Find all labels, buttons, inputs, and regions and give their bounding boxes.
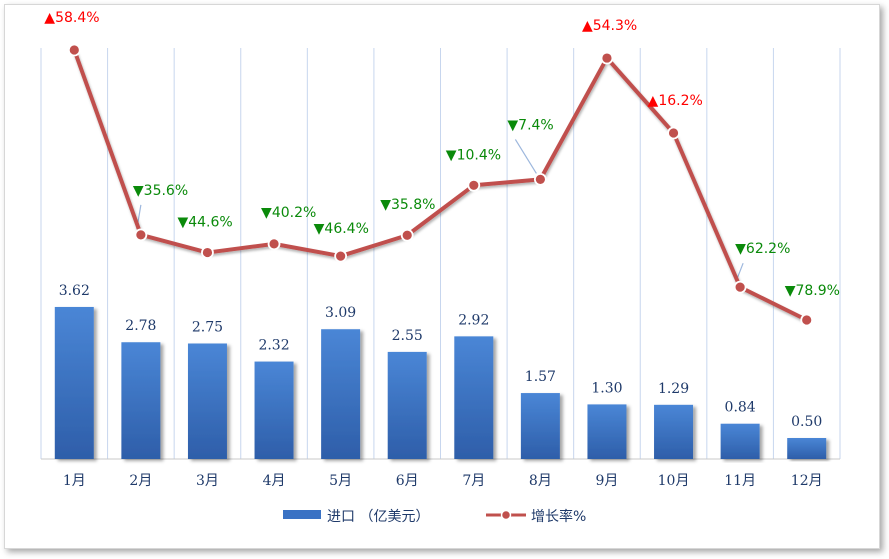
- down-triangle-icon: ▼: [261, 205, 272, 221]
- bar: [654, 404, 694, 459]
- rate-label-value: 35.6%: [144, 183, 188, 199]
- up-triangle-icon: ▲: [582, 18, 593, 34]
- x-tick-labels: 1月 2月 3月 4月 5月 6月 7月 8月 9月 10月 11月 12月: [63, 473, 823, 489]
- rate-label-value: 35.8%: [391, 197, 435, 213]
- bar: [387, 351, 427, 459]
- rate-data-labels: ▲58.4%▼35.6%▼44.6%▼40.2%▼46.4%▼35.8%▼10.…: [44, 10, 840, 299]
- bar-value-label: 1.29: [658, 381, 689, 397]
- rate-label-value: 40.2%: [272, 205, 316, 221]
- rate-label-value: 10.4%: [457, 147, 501, 163]
- bar-series: [54, 306, 827, 459]
- bar-value-label: 0.50: [791, 414, 822, 430]
- bar: [254, 361, 294, 459]
- legend-label-line: 增长率%: [531, 508, 586, 525]
- x-tick-label: 6月: [396, 473, 419, 489]
- rate-marker: [467, 178, 481, 192]
- legend-swatch-marker: [500, 509, 512, 521]
- rate-marker: [334, 249, 348, 263]
- rate-marker: [134, 228, 148, 242]
- rate-label: ▼46.4%: [314, 221, 369, 237]
- x-tick-label: 3月: [196, 473, 219, 489]
- bar: [787, 438, 827, 459]
- down-triangle-icon: ▼: [133, 183, 144, 199]
- rate-line: [72, 49, 808, 322]
- rate-marker: [667, 126, 680, 140]
- rate-label-value: 62.2%: [746, 241, 790, 257]
- bar-value-label: 1.30: [591, 380, 622, 396]
- x-tick-label: 7月: [462, 473, 485, 489]
- rate-marker: [600, 51, 614, 65]
- rate-label: ▼7.4%: [507, 117, 553, 133]
- legend-label-bar: 进口 （亿美元）: [327, 509, 429, 525]
- rate-marker: [533, 172, 547, 186]
- bar-value-label: 2.78: [125, 318, 156, 334]
- rate-marker: [400, 228, 414, 242]
- rate-label: ▼35.8%: [380, 197, 435, 213]
- rate-label-value: 58.4%: [55, 10, 99, 26]
- rate-label-value: 46.4%: [324, 221, 368, 237]
- x-tick-label: 10月: [658, 473, 690, 489]
- x-tick-label: 12月: [791, 473, 823, 489]
- x-tick-label: 2月: [129, 473, 152, 489]
- down-triangle-icon: ▼: [735, 241, 746, 257]
- legend-swatch-bar: [283, 510, 321, 519]
- x-tick-label: 5月: [329, 473, 352, 489]
- bar-data-labels: 3.62 2.78 2.75 2.32 3.09 2.55 2.92 1.57 1.30 1.29…: [59, 283, 823, 430]
- rate-marker: [67, 43, 81, 57]
- growth-rate-series: [67, 43, 814, 327]
- rate-marker: [733, 280, 747, 294]
- rate-label-value: 44.6%: [188, 215, 232, 231]
- bar: [587, 404, 627, 459]
- down-triangle-icon: ▼: [177, 215, 188, 231]
- rate-marker: [201, 246, 214, 259]
- rate-label: ▼78.9%: [785, 283, 840, 299]
- bar: [121, 342, 161, 459]
- rate-label-value: 16.2%: [658, 93, 702, 109]
- rate-marker: [267, 237, 281, 251]
- down-triangle-icon: ▼: [507, 117, 518, 133]
- rate-label-value: 78.9%: [795, 283, 839, 299]
- bar: [321, 329, 361, 459]
- bar-value-label: 3.62: [59, 283, 90, 299]
- bar-value-label: 2.92: [458, 312, 489, 328]
- legend: 进口 （亿美元） 增长率%: [283, 508, 586, 525]
- x-tick-label: 4月: [263, 473, 286, 489]
- rate-marker: [800, 313, 814, 327]
- rate-label: ▲58.4%: [44, 10, 99, 26]
- rate-label: ▼40.2%: [261, 205, 316, 221]
- bar-value-label: 0.84: [725, 400, 756, 416]
- up-triangle-icon: ▲: [44, 10, 55, 26]
- bar: [54, 306, 94, 459]
- rate-label-value: 54.3%: [593, 18, 637, 34]
- down-triangle-icon: ▼: [380, 197, 391, 213]
- bar-value-label: 1.57: [525, 369, 556, 385]
- rate-label: ▼10.4%: [446, 147, 501, 163]
- x-tick-label: 1月: [63, 473, 86, 489]
- bar-value-label: 2.75: [192, 320, 223, 336]
- bar-value-label: 3.09: [325, 305, 356, 321]
- vertical-grid: [40, 48, 841, 459]
- rate-label: ▼44.6%: [177, 215, 232, 231]
- bar-value-label: 2.55: [392, 328, 423, 344]
- leader-line: [514, 139, 537, 174]
- rate-label: ▲54.3%: [582, 18, 637, 34]
- x-tick-label: 11月: [724, 473, 756, 489]
- x-tick-label: 8月: [529, 473, 552, 489]
- down-triangle-icon: ▼: [446, 147, 457, 163]
- x-tick-label: 9月: [595, 473, 618, 489]
- rate-label: ▼35.6%: [133, 183, 188, 199]
- rate-label: ▲16.2%: [648, 93, 703, 109]
- bar: [720, 423, 760, 459]
- bar-value-label: 2.32: [258, 338, 289, 354]
- rate-label: ▼62.2%: [735, 241, 790, 257]
- rate-label-value: 7.4%: [518, 117, 554, 133]
- up-triangle-icon: ▲: [648, 93, 659, 109]
- bar: [454, 336, 494, 459]
- down-triangle-icon: ▼: [314, 221, 325, 237]
- down-triangle-icon: ▼: [785, 283, 796, 299]
- bar: [520, 393, 560, 459]
- bar: [187, 343, 227, 459]
